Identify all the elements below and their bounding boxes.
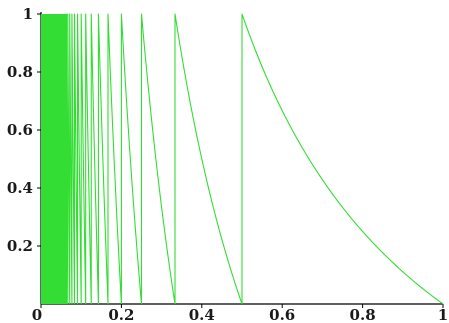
x-tick-label: 0.2 [108,306,134,323]
x-tick-label: 0.4 [189,306,215,323]
x-tick-label: 0.6 [269,306,295,323]
y-tick-label: 0.8 [7,63,33,81]
y-tick-label: 1 [23,5,33,23]
series-line [65,13,444,305]
series-group [41,13,444,305]
x-tick-label: 0 [32,306,42,323]
y-tick-label: 0.4 [7,179,33,197]
tick-labels: 0 0.2 0.4 0.6 0.8 1 0.2 0.4 0.6 0.8 1 [7,5,448,323]
y-tick-label: 0.2 [7,237,33,255]
y-tick-label: 0.6 [7,121,33,139]
x-tick-label: 1 [438,306,448,323]
x-tick-label: 0.8 [350,306,376,323]
dense-oscillation-region [41,14,68,304]
